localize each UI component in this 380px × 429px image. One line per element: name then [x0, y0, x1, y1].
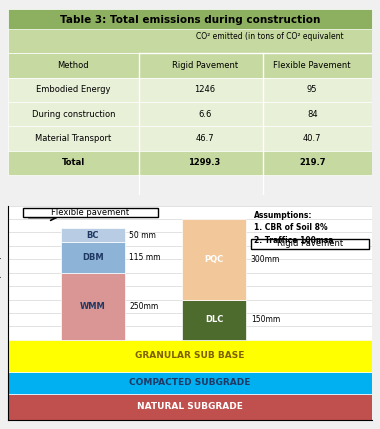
Text: 6.6: 6.6: [198, 110, 211, 119]
Text: BC: BC: [87, 230, 99, 239]
Text: PQC: PQC: [205, 255, 224, 264]
Text: 150mm: 150mm: [251, 315, 280, 324]
Text: GRANULAR SUB BASE: GRANULAR SUB BASE: [135, 351, 245, 360]
Text: Method: Method: [57, 61, 89, 70]
Text: WMM: WMM: [80, 302, 106, 311]
Text: 46.7: 46.7: [195, 134, 214, 143]
FancyBboxPatch shape: [251, 239, 369, 249]
Bar: [8, 340, 372, 372]
Text: DLC: DLC: [205, 315, 223, 324]
FancyBboxPatch shape: [8, 9, 372, 31]
Text: Flexible Pavement: Flexible Pavement: [274, 61, 351, 70]
FancyBboxPatch shape: [8, 151, 372, 175]
FancyBboxPatch shape: [23, 208, 158, 217]
Y-axis label: Pavement  Thickness (mm): Pavement Thickness (mm): [0, 256, 3, 370]
FancyBboxPatch shape: [8, 78, 372, 102]
Text: 1246: 1246: [194, 85, 215, 94]
Bar: [8, 393, 372, 420]
Text: Total: Total: [62, 158, 85, 167]
FancyBboxPatch shape: [8, 126, 372, 151]
Text: CO² emitted (in tons of CO² equivalent: CO² emitted (in tons of CO² equivalent: [196, 32, 344, 41]
Bar: [182, 219, 246, 299]
Text: Embodied Energy: Embodied Energy: [36, 85, 111, 94]
Text: Table 3: Total emissions during construction: Table 3: Total emissions during construc…: [60, 15, 320, 25]
Bar: [182, 299, 246, 340]
Text: Flexible pavement: Flexible pavement: [51, 208, 130, 217]
Text: 1299.3: 1299.3: [188, 158, 221, 167]
Text: 250mm: 250mm: [129, 302, 158, 311]
Bar: [61, 273, 125, 340]
Text: During construction: During construction: [32, 110, 115, 119]
Bar: [8, 372, 372, 393]
Text: 50 mm: 50 mm: [129, 230, 156, 239]
FancyBboxPatch shape: [8, 29, 372, 54]
Bar: [61, 228, 125, 242]
Text: Rigid Pavement: Rigid Pavement: [277, 239, 343, 248]
FancyBboxPatch shape: [8, 102, 372, 126]
Text: Rigid Pavement: Rigid Pavement: [171, 61, 238, 70]
Text: 95: 95: [307, 85, 317, 94]
Text: 84: 84: [307, 110, 318, 119]
Text: DBM: DBM: [82, 253, 103, 262]
Text: COMPACTED SUBGRADE: COMPACTED SUBGRADE: [129, 378, 251, 387]
Bar: [61, 242, 125, 273]
Text: Material Transport: Material Transport: [35, 134, 111, 143]
Text: 219.7: 219.7: [299, 158, 325, 167]
Text: 115 mm: 115 mm: [129, 253, 161, 262]
Text: Assumptions:
1. CBR of Soil 8%
2. Traffice 100msa: Assumptions: 1. CBR of Soil 8% 2. Traffi…: [254, 211, 333, 245]
Text: NATURAL SUBGRADE: NATURAL SUBGRADE: [137, 402, 243, 411]
Text: 300mm: 300mm: [251, 255, 280, 264]
Text: 40.7: 40.7: [303, 134, 321, 143]
FancyBboxPatch shape: [8, 54, 372, 78]
